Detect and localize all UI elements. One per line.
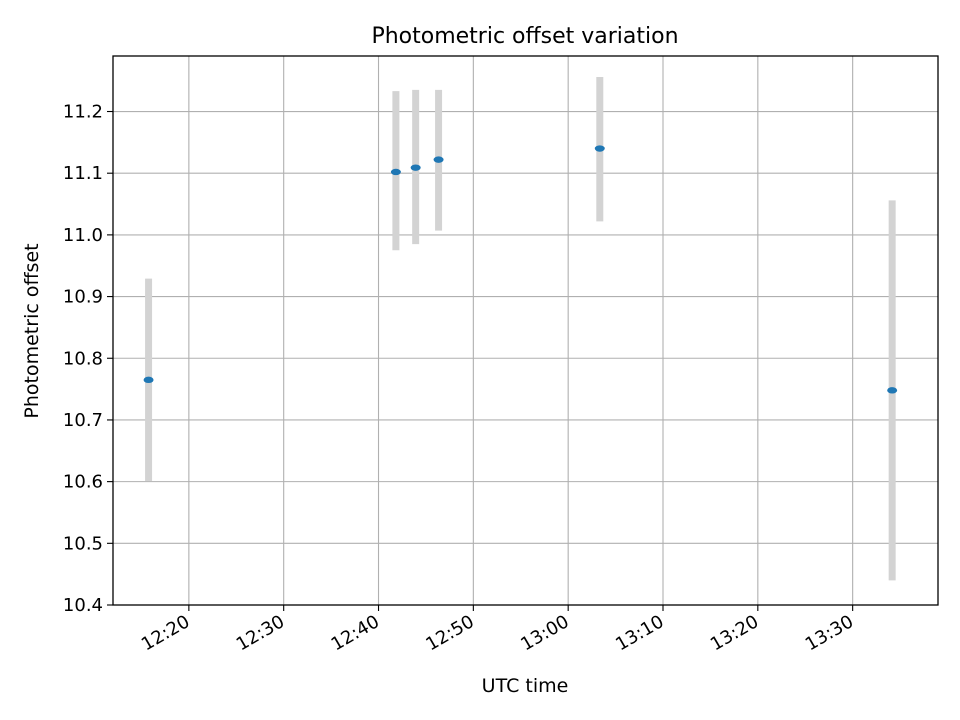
x-tick-label: 13:20	[707, 611, 762, 655]
data-point	[143, 376, 154, 384]
x-tick-label: 12:40	[328, 611, 383, 655]
x-tick-label: 12:20	[138, 611, 193, 655]
data-point	[410, 164, 421, 171]
y-tick-label: 11.0	[63, 225, 103, 246]
y-tick-label: 11.1	[63, 163, 103, 184]
data-point	[390, 168, 401, 176]
error-bars	[145, 76, 896, 581]
x-tick-label: 13:10	[612, 611, 667, 655]
data-points	[143, 145, 898, 394]
x-axis-title: UTC time	[482, 675, 569, 697]
x-tick-label: 12:30	[233, 611, 288, 655]
x-axis-ticks: 12:20 12:30 12:40 12:50 13:00 13:10 13:20 13:30	[138, 605, 857, 655]
chart-title: Photometric offset variation	[371, 24, 678, 49]
y-tick-label: 10.9	[63, 287, 103, 308]
x-tick-label: 12:50	[422, 611, 477, 655]
y-tick-label: 10.8	[63, 348, 103, 369]
y-axis-title: Photometric offset	[21, 243, 43, 418]
y-tick-label: 10.7	[63, 410, 103, 431]
data-point	[887, 387, 898, 394]
x-tick-label: 13:00	[517, 611, 572, 655]
grid	[113, 56, 938, 606]
y-tick-label: 10.5	[63, 533, 103, 554]
data-point	[433, 156, 444, 163]
x-tick-label: 13:30	[802, 611, 857, 655]
data-point	[594, 145, 605, 152]
y-tick-label: 11.2	[63, 102, 103, 123]
plot-frame	[112, 55, 939, 606]
y-axis-ticks: 10.4 10.5 10.6 10.7 10.8 10.9 11.0 11.1 11.2	[63, 102, 113, 616]
y-tick-label: 10.6	[63, 472, 103, 493]
y-tick-label: 10.4	[63, 595, 103, 616]
